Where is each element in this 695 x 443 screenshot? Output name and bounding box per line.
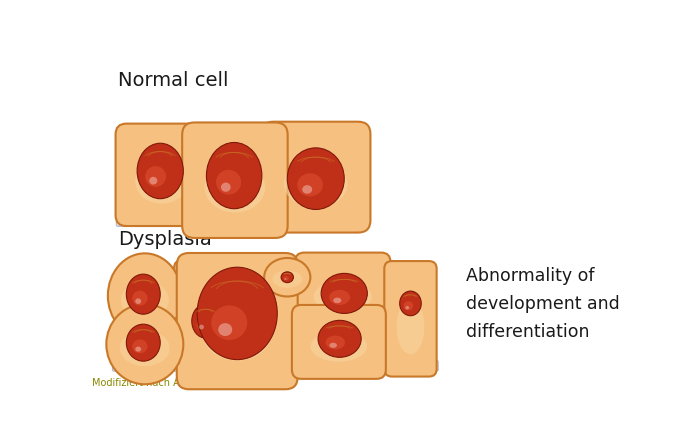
Ellipse shape: [136, 299, 141, 304]
Ellipse shape: [145, 166, 166, 187]
Ellipse shape: [192, 304, 220, 338]
Ellipse shape: [201, 299, 273, 361]
Ellipse shape: [108, 253, 182, 338]
Ellipse shape: [297, 173, 323, 196]
Text: Abnormality of
development and
differentiation: Abnormality of development and different…: [466, 267, 620, 341]
Ellipse shape: [400, 291, 421, 316]
FancyBboxPatch shape: [385, 361, 438, 371]
Ellipse shape: [287, 148, 344, 210]
Ellipse shape: [281, 272, 293, 283]
FancyBboxPatch shape: [295, 253, 391, 331]
Ellipse shape: [204, 163, 265, 213]
FancyBboxPatch shape: [115, 124, 208, 226]
FancyBboxPatch shape: [384, 261, 436, 377]
Ellipse shape: [216, 170, 241, 194]
FancyBboxPatch shape: [116, 216, 177, 226]
Text: Dysplasia: Dysplasia: [118, 230, 211, 249]
Ellipse shape: [199, 325, 204, 330]
Ellipse shape: [126, 324, 161, 361]
Ellipse shape: [149, 177, 157, 185]
Ellipse shape: [314, 280, 372, 313]
Ellipse shape: [329, 290, 350, 305]
Ellipse shape: [284, 276, 289, 280]
FancyBboxPatch shape: [276, 361, 329, 371]
FancyBboxPatch shape: [179, 216, 240, 226]
FancyBboxPatch shape: [167, 361, 220, 371]
Ellipse shape: [188, 295, 224, 346]
Ellipse shape: [404, 301, 413, 311]
Ellipse shape: [318, 320, 361, 358]
FancyBboxPatch shape: [113, 361, 165, 371]
Ellipse shape: [211, 305, 247, 340]
Ellipse shape: [284, 278, 286, 280]
Ellipse shape: [221, 183, 231, 192]
Ellipse shape: [334, 298, 341, 303]
FancyBboxPatch shape: [177, 253, 297, 389]
Ellipse shape: [106, 304, 183, 384]
Ellipse shape: [137, 143, 183, 199]
Ellipse shape: [120, 330, 170, 366]
Ellipse shape: [218, 323, 232, 336]
Ellipse shape: [136, 346, 141, 352]
FancyBboxPatch shape: [241, 216, 302, 226]
Ellipse shape: [311, 331, 367, 361]
FancyBboxPatch shape: [182, 122, 288, 238]
FancyBboxPatch shape: [304, 216, 365, 226]
Ellipse shape: [397, 299, 425, 354]
Ellipse shape: [321, 273, 368, 313]
Ellipse shape: [206, 143, 262, 209]
Ellipse shape: [272, 271, 302, 288]
Ellipse shape: [264, 258, 311, 296]
Ellipse shape: [126, 274, 161, 314]
Ellipse shape: [284, 160, 348, 208]
Ellipse shape: [132, 339, 147, 354]
FancyBboxPatch shape: [331, 361, 384, 371]
Ellipse shape: [132, 291, 147, 306]
Ellipse shape: [302, 185, 312, 194]
Ellipse shape: [136, 159, 188, 203]
FancyBboxPatch shape: [292, 305, 386, 379]
Ellipse shape: [197, 318, 209, 331]
Ellipse shape: [197, 267, 277, 360]
Text: Normal cell: Normal cell: [118, 71, 229, 90]
FancyBboxPatch shape: [261, 122, 370, 233]
Ellipse shape: [405, 306, 409, 310]
Text: Modifiziert nach AdobeStock: Modifiziert nach AdobeStock: [92, 378, 231, 388]
Ellipse shape: [121, 281, 169, 319]
FancyBboxPatch shape: [222, 361, 275, 371]
FancyBboxPatch shape: [174, 260, 237, 366]
Ellipse shape: [329, 343, 337, 348]
Ellipse shape: [326, 336, 345, 350]
